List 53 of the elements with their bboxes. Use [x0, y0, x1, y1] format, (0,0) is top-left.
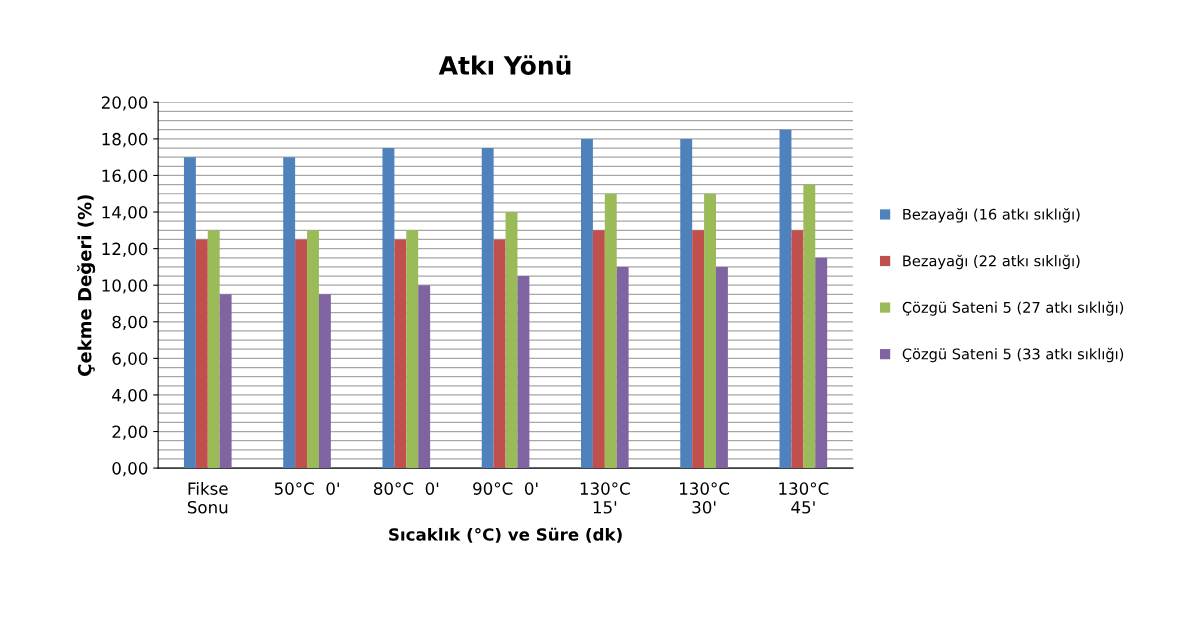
bar	[207, 230, 220, 469]
x-tick-label: Fikse Sonu	[187, 481, 228, 514]
y-tick-label: 10,00	[102, 279, 148, 294]
legend-label: Bezayağı (16 atkı sıklığı)	[903, 208, 1080, 223]
chart-title: Atkı Yönü	[438, 55, 571, 75]
bar	[307, 230, 319, 469]
bar	[283, 157, 296, 469]
legend-label: Bezayağı (22 atkı sıklığı)	[903, 254, 1080, 270]
y-tick-label: 6,00	[112, 352, 148, 367]
y-axis-title: Çekme Değeri (%)	[77, 195, 96, 376]
y-tick-label: 20,00	[101, 96, 148, 111]
bar	[616, 266, 629, 469]
y-tick-label: 16,00	[102, 169, 148, 184]
x-tick-label: 130°C 30'	[680, 482, 730, 514]
bar	[219, 294, 232, 469]
bar	[604, 193, 617, 469]
bar	[779, 129, 792, 469]
y-tick-label: 12,00	[102, 242, 148, 257]
bar	[493, 239, 506, 469]
bar	[581, 138, 593, 469]
x-tick-label: 90°C 0'	[473, 482, 538, 495]
bar	[318, 294, 331, 469]
y-tick-label: 18,00	[102, 132, 148, 148]
bar	[394, 239, 407, 469]
bar	[704, 193, 716, 469]
bar	[183, 157, 196, 469]
bar	[715, 266, 728, 469]
bar	[406, 230, 419, 469]
bar	[680, 138, 693, 469]
y-tick-label: 14,00	[102, 206, 148, 221]
bar	[815, 257, 828, 469]
legend-label: Çözgü Sateni 5 (33 atkı sıklığı)	[902, 347, 1124, 363]
legend-label: Çözgü Sateni 5 (27 atkı sıklığı)	[902, 301, 1124, 316]
bar	[592, 230, 605, 469]
bar	[481, 148, 494, 469]
bar	[295, 239, 308, 469]
bar	[692, 230, 705, 469]
x-tick-label: 130°C 15'	[580, 482, 630, 514]
y-tick-label: 2,00	[112, 425, 148, 440]
bar	[195, 239, 208, 469]
bar	[791, 230, 804, 469]
y-tick-label: 0,00	[112, 462, 148, 477]
bar	[382, 148, 395, 469]
bar	[505, 212, 518, 469]
bar	[418, 285, 431, 469]
bar	[517, 276, 530, 469]
y-tick-label: 8,00	[112, 315, 148, 331]
x-tick-label: 80°C 0'	[373, 482, 439, 495]
x-tick-label: 130°C 45'	[779, 482, 829, 514]
x-axis-title: Sıcaklık (°C) ve Süre (dk)	[389, 527, 622, 543]
x-tick-label: 50°C 0'	[274, 482, 339, 495]
y-tick-label: 4,00	[112, 388, 148, 404]
bar	[803, 184, 816, 469]
